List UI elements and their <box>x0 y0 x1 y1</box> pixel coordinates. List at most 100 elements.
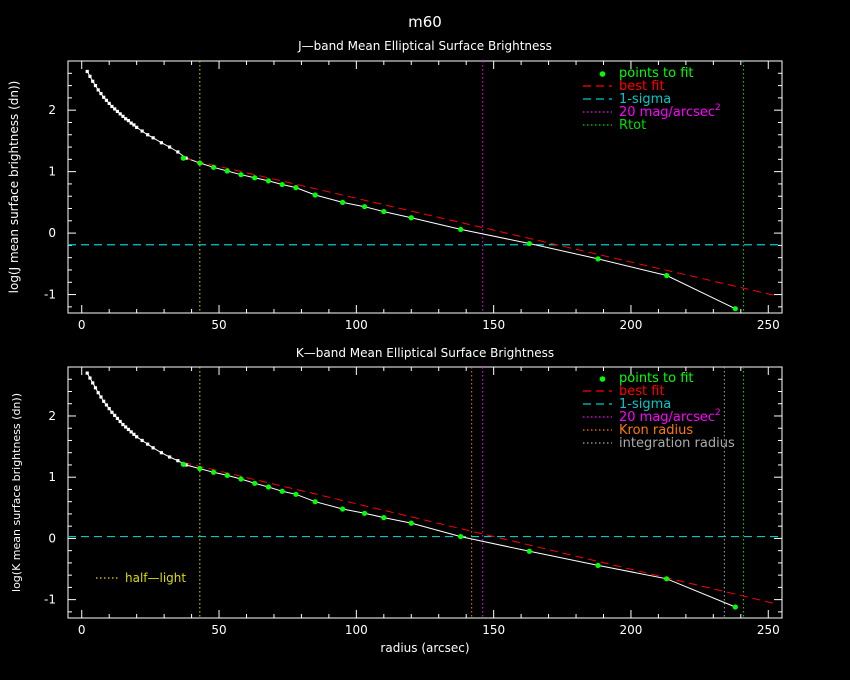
fit-point <box>293 185 299 191</box>
figure-title: m60 <box>408 13 442 31</box>
fit-point <box>252 175 258 181</box>
profile-point <box>99 395 103 399</box>
profile-point <box>88 74 92 78</box>
profile-point <box>104 98 109 102</box>
legend-label: points to fit <box>619 371 694 386</box>
profile-point <box>113 107 117 111</box>
legend-superscript: 2 <box>715 408 721 418</box>
fit-point <box>252 480 258 486</box>
y-axis-label: log(J mean surface brightness (dn)) <box>7 81 21 294</box>
profile-point <box>168 455 172 459</box>
fit-point <box>210 164 217 170</box>
fit-point <box>238 172 244 178</box>
best-fit-line <box>183 462 774 604</box>
y-tick-label: 0 <box>48 531 56 545</box>
x-tick-label: 200 <box>620 623 643 637</box>
x-tick-label: 150 <box>482 623 505 637</box>
profile-point <box>151 136 155 140</box>
fit-point <box>340 506 346 512</box>
fit-point <box>408 215 414 221</box>
profile-point <box>159 451 163 455</box>
fit-point <box>595 256 601 262</box>
profile-point <box>151 446 155 450</box>
profile-point <box>118 419 122 424</box>
profile-point <box>102 95 106 99</box>
fit-point <box>197 160 203 166</box>
fit-point <box>238 476 244 482</box>
panel-title: K—band Mean Elliptical Surface Brightnes… <box>296 346 554 360</box>
legend-marker <box>599 71 606 77</box>
fit-point <box>224 168 230 174</box>
x-tick-label: 0 <box>78 318 86 332</box>
plot-frame <box>67 60 783 314</box>
profile-point <box>146 133 150 137</box>
legend-label: 1-sigma <box>619 92 671 107</box>
profile-point <box>113 413 117 417</box>
fit-point <box>279 181 285 188</box>
fit-point <box>408 520 414 526</box>
profile-point <box>85 371 89 375</box>
y-axis-label: log(K mean surface brightness (dn)) <box>10 393 23 592</box>
legend-marker <box>599 376 606 382</box>
best-fit-line <box>183 157 774 296</box>
y-tick-label: 2 <box>48 409 56 423</box>
profile-point <box>93 83 98 88</box>
profile-point <box>124 117 128 121</box>
x-tick-label: 50 <box>211 623 226 637</box>
fit-point <box>664 576 670 582</box>
fit-point <box>361 204 368 210</box>
legend-label: Kron radius <box>619 423 693 438</box>
fit-point <box>381 515 387 521</box>
profile-point <box>115 416 120 421</box>
y-tick-label: 1 <box>48 470 56 484</box>
fit-point <box>265 178 272 184</box>
profile-point <box>168 145 172 149</box>
profile-point <box>129 121 133 125</box>
y-tick-label: 1 <box>48 165 56 179</box>
profile-point <box>184 156 188 160</box>
profile-point <box>110 104 114 109</box>
profile-point <box>126 119 131 123</box>
profile-point <box>126 427 131 432</box>
fit-point <box>224 472 230 478</box>
profile-point <box>140 129 144 133</box>
profile-point <box>129 430 133 434</box>
profile-point <box>135 435 139 439</box>
fit-point <box>526 548 532 554</box>
legend-superscript: 2 <box>715 103 721 113</box>
profile-point <box>104 403 109 407</box>
fit-point <box>664 272 670 279</box>
plot-frame <box>67 366 783 619</box>
legend-label: best fit <box>619 384 665 399</box>
fit-point <box>361 510 368 516</box>
profile-point <box>184 463 188 467</box>
profile-point <box>107 101 111 106</box>
profile-point <box>121 114 125 118</box>
fit-point <box>180 461 186 467</box>
profile-point <box>115 109 120 113</box>
fit-point <box>526 240 532 247</box>
profile-point <box>88 376 92 380</box>
profile-point <box>93 386 98 390</box>
fit-point <box>458 533 464 540</box>
x-tick-label: 100 <box>345 318 368 332</box>
profile-point <box>91 79 95 83</box>
profile-point <box>91 381 95 385</box>
profile-point <box>118 112 122 116</box>
profile-point <box>110 410 114 414</box>
fit-point <box>340 199 346 205</box>
y-tick-label: -1 <box>44 593 56 607</box>
y-tick-label: 2 <box>48 103 56 117</box>
profile-point <box>124 425 128 429</box>
fit-point <box>458 226 464 233</box>
profile-point <box>132 123 136 127</box>
legend-label: 20 mag/arcsec2 <box>619 103 721 120</box>
y-tick-label: 0 <box>48 226 56 240</box>
profile-point <box>96 391 100 395</box>
panel-title: J—band Mean Elliptical Surface Brightnes… <box>297 39 552 53</box>
profile-point <box>121 422 125 427</box>
fit-point <box>265 484 272 490</box>
legend-label: Rtot <box>619 118 646 133</box>
profile-point <box>159 141 163 145</box>
